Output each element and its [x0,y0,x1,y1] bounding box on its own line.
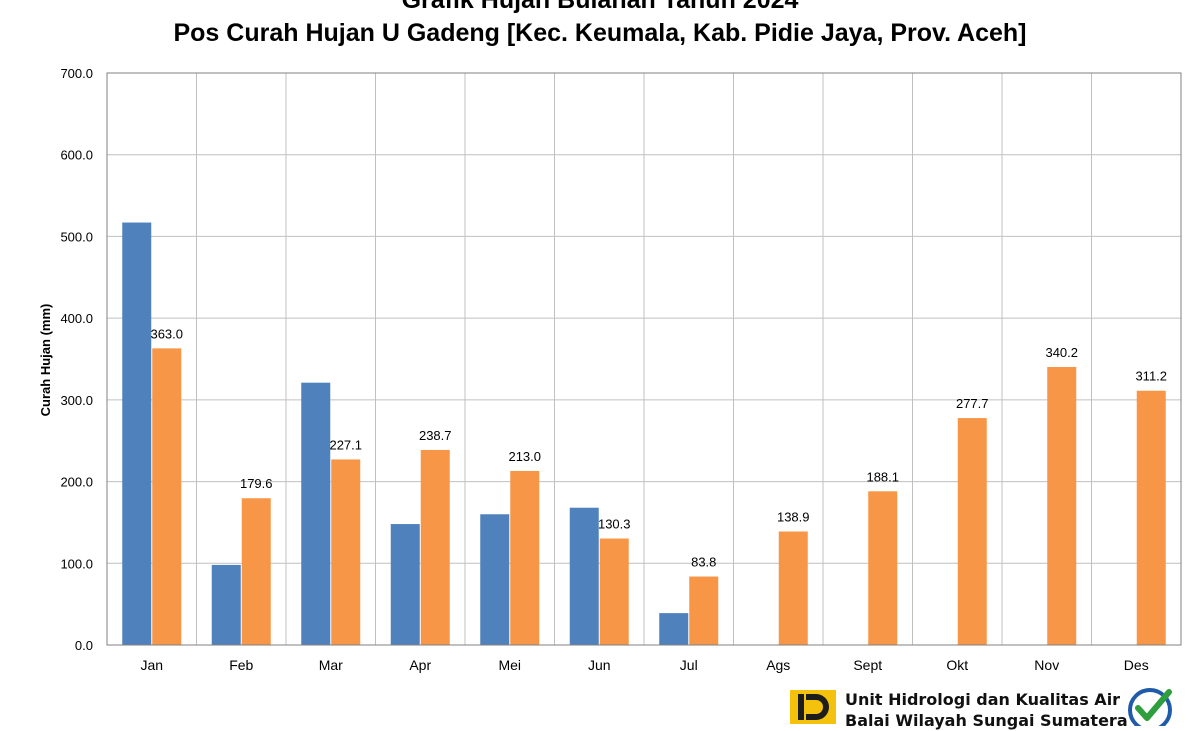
x-tick-label: Okt [946,657,968,673]
data-label: 188.1 [866,469,899,484]
x-tick-label: Mar [319,657,343,673]
data-labels: 363.0 179.6 227.1 238.7 213.0 130.3 83.8 138.9 1… [150,326,1167,569]
bar-series-b [331,459,361,645]
bar-series-b [689,576,719,645]
bar-series-a [211,564,241,645]
bar-series-b [1047,367,1077,645]
x-tick-label: Nov [1034,657,1059,673]
y-tick-label: 200.0 [60,475,93,490]
chart-title: Grafik Hujan Bulanan Tahun 2024 [401,0,799,14]
plot-border [106,72,1182,646]
bar-series-a [301,382,331,645]
bar-series-b [599,538,629,645]
data-label: 363.0 [150,326,183,341]
bar-series-a [122,222,152,645]
data-label: 227.1 [329,437,362,452]
data-label: 83.8 [691,555,716,570]
x-tick-label: Ags [766,657,790,673]
bar-series-b [241,498,271,645]
x-tick-label: Des [1124,657,1149,673]
bar-series-a [480,514,510,645]
bar-series-a [659,613,689,645]
bar-series-a [569,507,599,645]
chart-subtitle: Pos Curah Hujan U Gadeng [Kec. Keumala, … [173,19,1027,47]
y-tick-label: 400.0 [60,311,93,326]
bar-series-b [420,449,450,645]
x-tick-label: Sept [853,657,882,673]
y-tick-label: 0.0 [75,638,93,653]
data-label: 277.7 [956,396,989,411]
x-tick-label: Jul [680,657,698,673]
y-tick-label: 300.0 [60,393,93,408]
bar-series-b [868,491,898,645]
pu-logo-icon [790,690,836,729]
bar-series-b [1136,390,1166,645]
bar-series-b [152,348,182,645]
data-label: 130.3 [598,517,631,532]
y-tick-label: 500.0 [60,229,93,244]
data-label: 340.2 [1045,345,1078,360]
x-tick-label: Jun [588,657,611,673]
axes: 0.0 100.0 200.0 300.0 400.0 500.0 600.0 700.0 Ja… [60,66,1182,673]
y-axis-label: Curah Hujan (mm) [38,304,53,417]
y-tick-label: 700.0 [60,66,93,81]
y-tick-label: 600.0 [60,148,93,163]
x-tick-label: Mei [498,657,521,673]
x-tick-label: Feb [229,657,253,673]
bars [122,222,1166,645]
iso-certified-badge-icon [1126,686,1186,731]
bar-series-b [510,470,540,645]
data-label: 138.9 [777,509,810,524]
y-tick-label: 100.0 [60,556,93,571]
data-label: 311.2 [1135,369,1167,384]
data-label: 238.7 [419,428,452,443]
x-tick-label: Jan [140,657,163,673]
bar-series-a [390,524,420,645]
bar-series-b [957,418,987,645]
data-label: 213.0 [508,449,541,464]
footer-unit-name: Unit Hidrologi dan Kualitas Air [845,690,1121,709]
x-tick-label: Apr [409,657,431,673]
bar-series-b [778,531,808,645]
data-label: 179.6 [240,476,273,491]
